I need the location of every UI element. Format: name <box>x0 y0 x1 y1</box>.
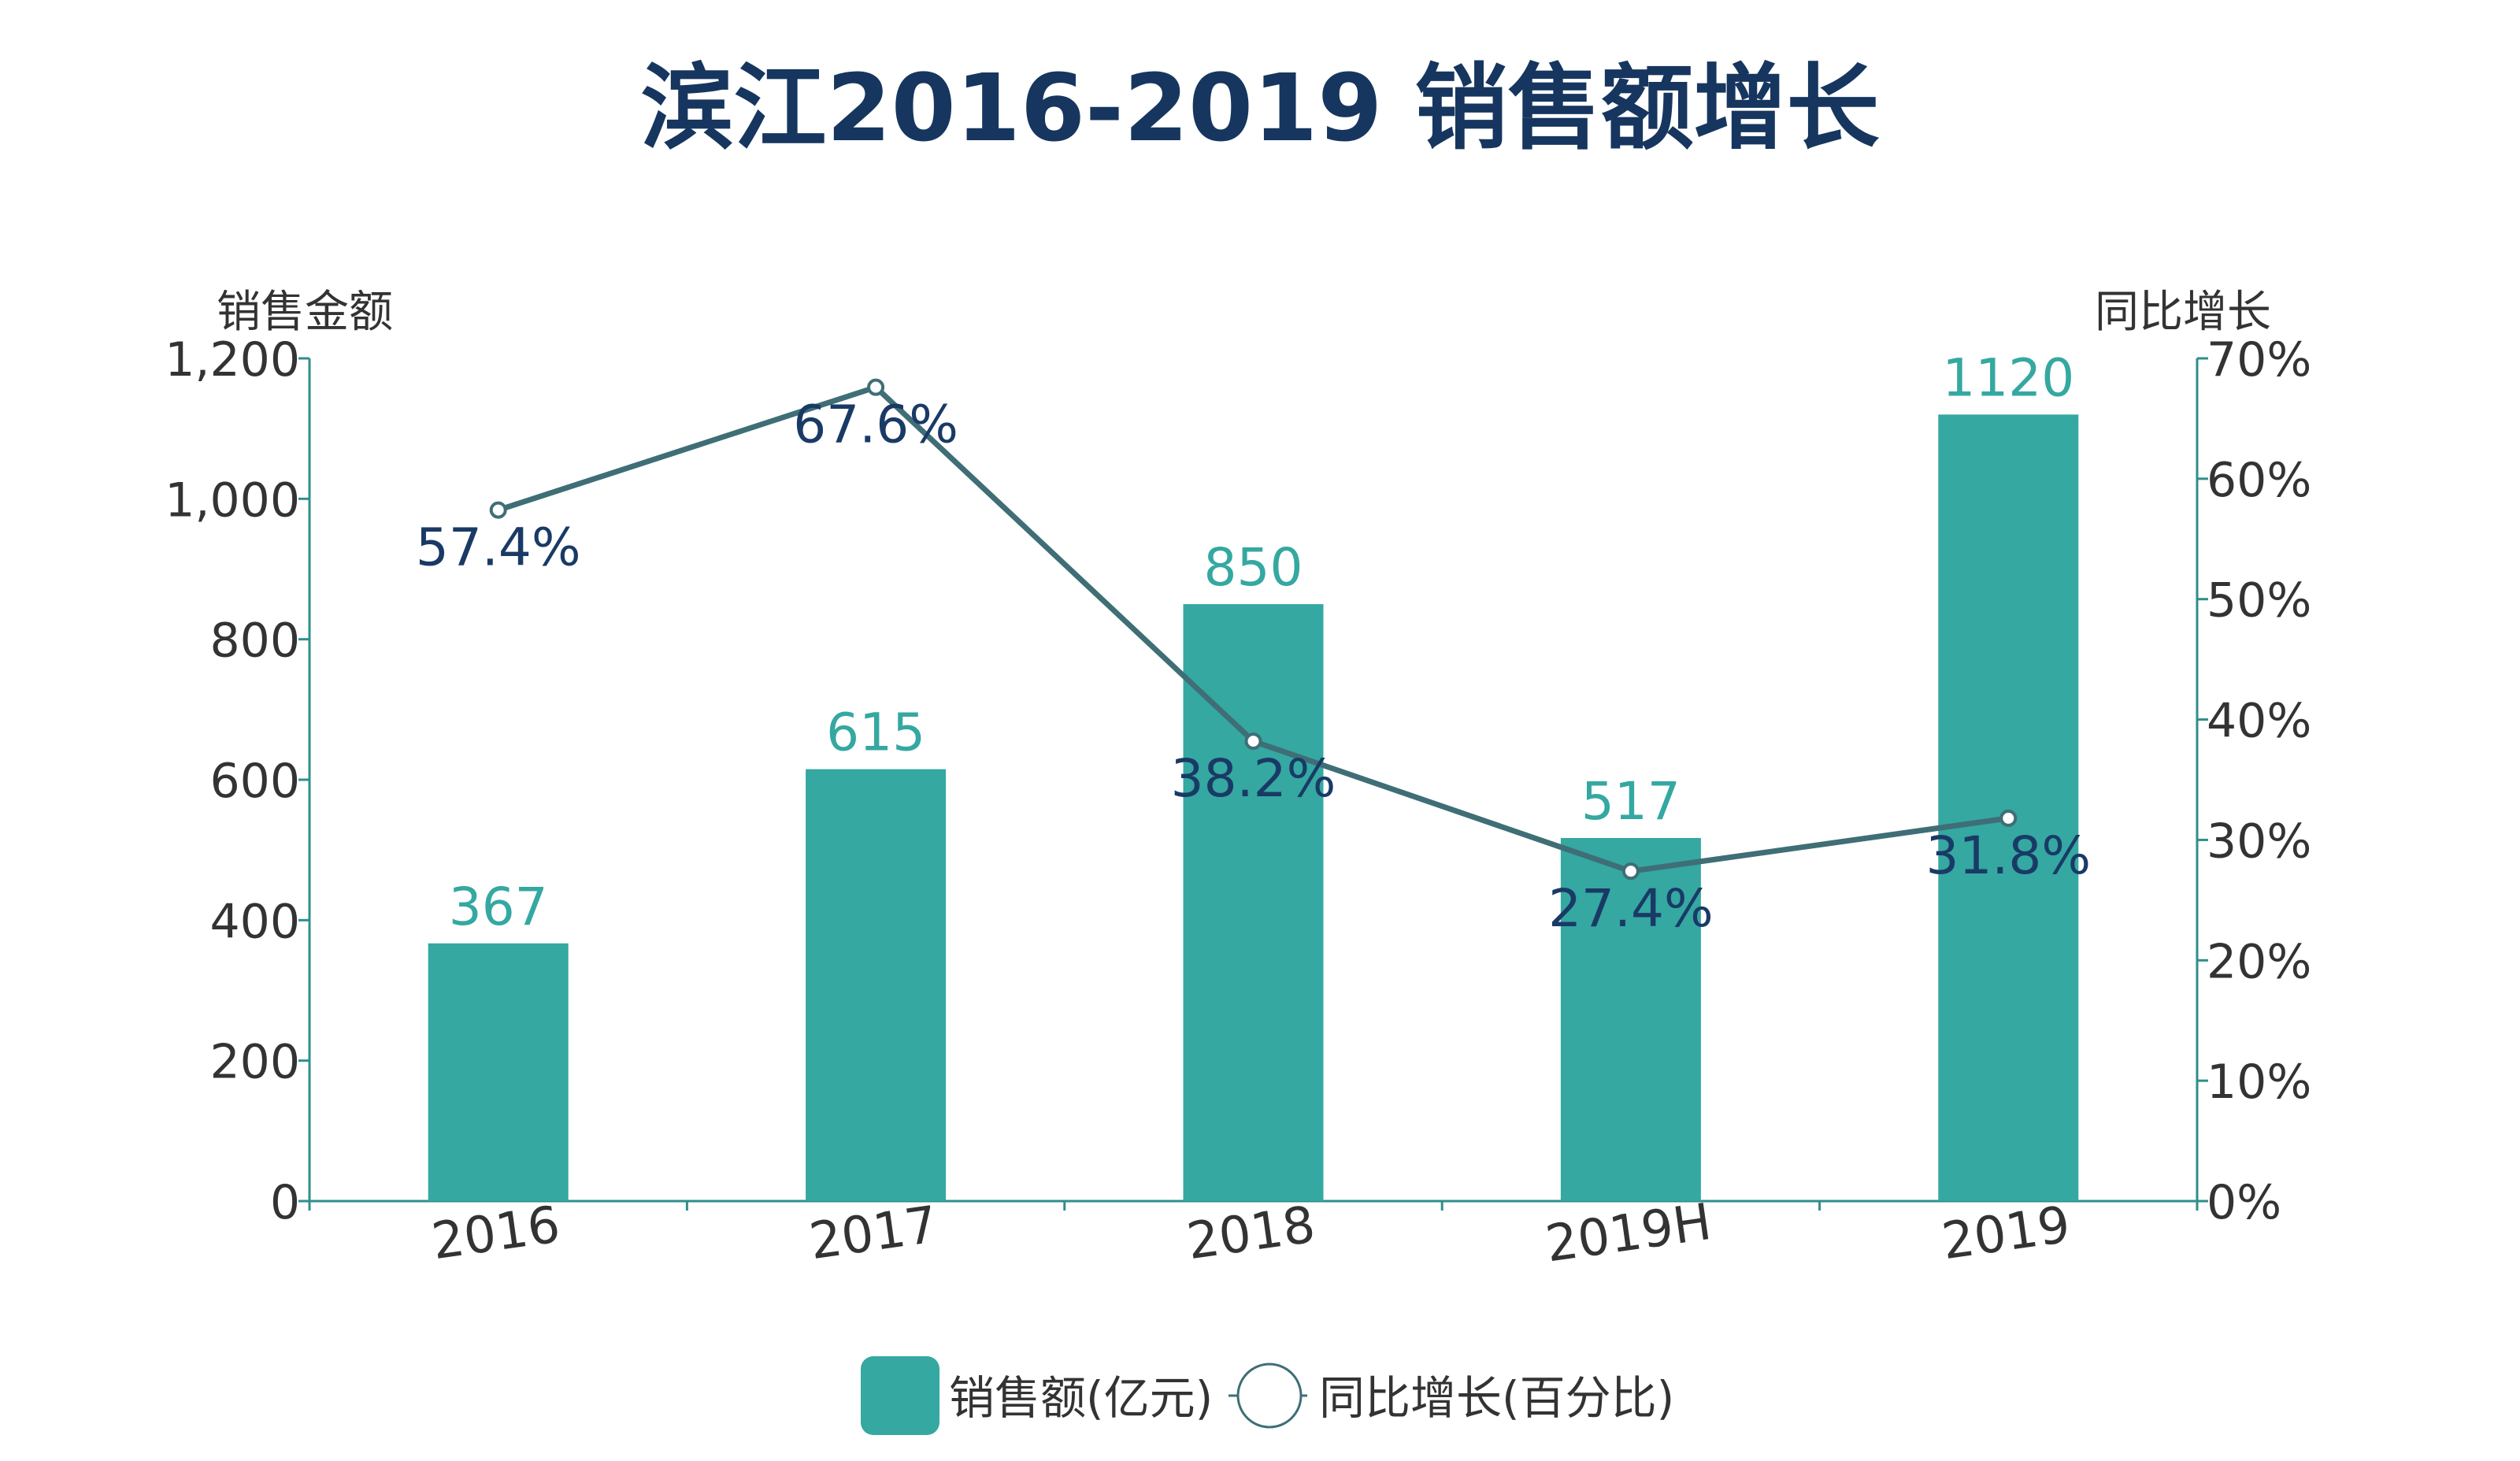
line-value-label: 67.6% <box>793 395 958 455</box>
line-value-label: 27.4% <box>1548 878 1714 939</box>
y-tick-label-left: 1,200 <box>165 332 300 387</box>
legend: 销售额(亿元) 同比增长(百分比) <box>861 1356 1674 1435</box>
y-tick-label-right: 70% <box>2207 332 2311 387</box>
x-tick-label: 2017 <box>806 1196 941 1271</box>
y-tick-label-left: 200 <box>209 1035 300 1090</box>
x-tick-label: 2016 <box>428 1196 564 1271</box>
bar-value-label: 517 <box>1581 771 1681 832</box>
y-tick-label-right: 30% <box>2207 814 2311 869</box>
axes: 0 200 400 600 800 1,000 1,200 0% 10% 20% 30% 40% 50%… <box>165 332 2311 1274</box>
x-tick-label: 2019H <box>1542 1193 1714 1274</box>
chart-title: 滨江2016-2019 销售额增长 <box>641 54 1880 162</box>
line-point <box>1999 809 2018 827</box>
legend-line-label: 同比增长(百分比) <box>1319 1371 1674 1425</box>
y-tick-label-left: 800 <box>209 614 300 669</box>
legend-bar-label: 销售额(亿元) <box>949 1371 1213 1425</box>
bar <box>428 943 569 1201</box>
y-tick-label-right: 0% <box>2207 1175 2281 1230</box>
legend-line-marker <box>1236 1363 1303 1429</box>
x-tick-label: 2018 <box>1184 1196 1319 1271</box>
line-series <box>489 378 2018 881</box>
y-tick-label-left: 0 <box>270 1175 300 1230</box>
y-tick-label-left: 600 <box>209 754 300 809</box>
y-axis-label-right: 同比增长 <box>2095 287 2271 338</box>
bar-value-label: 615 <box>826 703 925 763</box>
y-tick-label-right: 50% <box>2207 573 2311 629</box>
x-tick-label: 2019 <box>1939 1196 2074 1271</box>
line-value-label: 38.2% <box>1171 748 1336 809</box>
y-tick-label-right: 10% <box>2207 1055 2311 1110</box>
line-point <box>1621 862 1640 881</box>
bar-value-label: 367 <box>449 877 548 937</box>
bar-value-label: 1120 <box>1942 347 2074 408</box>
line-point <box>1244 732 1262 751</box>
data-labels: 367 615 850 517 1120 57.4% 67.6% 38.2% 27.4% 31.8… <box>416 347 2091 939</box>
y-tick-label-right: 60% <box>2207 453 2311 508</box>
y-tick-label-left: 1,000 <box>165 473 300 528</box>
line-point <box>867 378 885 396</box>
y-tick-label-right: 20% <box>2207 934 2311 989</box>
bar <box>1183 604 1324 1201</box>
line-value-label: 57.4% <box>416 517 581 578</box>
bar <box>1938 414 2079 1201</box>
legend-bar-swatch <box>861 1356 939 1435</box>
bar <box>1560 838 1701 1201</box>
line-point <box>489 501 507 519</box>
bar <box>806 769 947 1201</box>
line-value-label: 31.8% <box>1925 825 2091 886</box>
y-tick-label-right: 40% <box>2207 694 2311 749</box>
bar-value-label: 850 <box>1204 537 1303 598</box>
y-tick-label-left: 400 <box>209 894 300 949</box>
bar-series <box>428 414 2079 1201</box>
y-axis-label-left: 销售金额 <box>217 287 393 338</box>
